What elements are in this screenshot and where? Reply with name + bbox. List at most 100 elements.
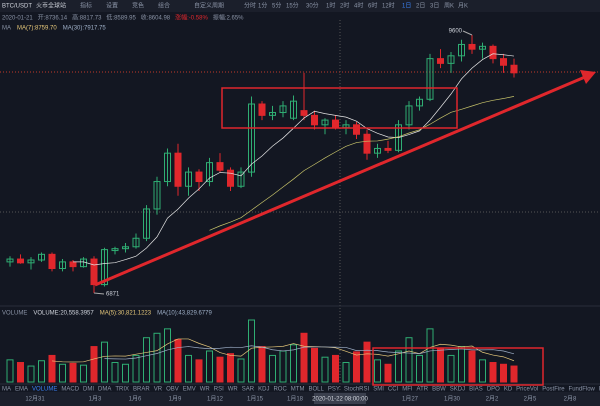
- ma-line: [209, 96, 515, 231]
- volume-bar: [500, 363, 507, 383]
- period[interactable]: 12时: [382, 2, 395, 10]
- indicator[interactable]: OBV: [166, 387, 179, 393]
- volume-bar: [374, 359, 381, 383]
- volume-bar: [321, 356, 329, 383]
- indicator[interactable]: DMI: [83, 387, 94, 393]
- volume-bar: [17, 362, 24, 383]
- period[interactable]: 周K: [444, 3, 454, 10]
- indicator[interactable]: TRIX: [115, 387, 129, 393]
- candle-body: [185, 171, 192, 187]
- candle-body: [468, 43, 476, 50]
- indicator[interactable]: CCI: [388, 387, 399, 393]
- indicator[interactable]: VR: [154, 387, 163, 393]
- period[interactable]: 4时: [354, 2, 363, 10]
- candle-body: [479, 45, 486, 50]
- candle-body: [48, 253, 56, 270]
- volume-bar: [384, 363, 392, 383]
- period[interactable]: 分时: [244, 2, 256, 10]
- period[interactable]: 1日: [402, 3, 411, 10]
- info-low: 低:8589.95: [106, 14, 136, 22]
- indicator[interactable]: BIAS: [469, 387, 483, 393]
- period[interactable]: 30分: [306, 2, 319, 10]
- indicator[interactable]: MTM: [291, 387, 305, 393]
- indicator[interactable]: PSY: [328, 387, 340, 393]
- indicator[interactable]: DPO: [487, 387, 500, 393]
- indicator[interactable]: MFI: [402, 387, 413, 393]
- period[interactable]: 1分: [258, 2, 267, 10]
- indicator[interactable]: KDJ: [258, 387, 269, 393]
- volume-bar: [80, 364, 87, 383]
- volume-bar: [479, 359, 486, 383]
- candle-body: [17, 258, 24, 264]
- candle-body: [311, 114, 318, 126]
- indicator[interactable]: BOLL: [308, 387, 324, 393]
- info-open: 开:8736.14: [38, 15, 68, 22]
- candle-body: [426, 58, 434, 100]
- indicator[interactable]: FundFlow: [569, 387, 596, 393]
- volume-bar: [227, 353, 234, 383]
- indicator[interactable]: EMA: [15, 387, 28, 393]
- indicator[interactable]: PriceVol: [516, 387, 538, 393]
- indicator[interactable]: SMI: [373, 387, 384, 393]
- period[interactable]: 5分: [272, 2, 281, 10]
- period[interactable]: 月K: [458, 3, 468, 10]
- tool[interactable]: 指标: [80, 2, 92, 10]
- cursor-date-bg: [314, 393, 366, 404]
- period[interactable]: 2日: [416, 3, 425, 10]
- candle-body: [6, 258, 14, 263]
- date-label: 2月2: [486, 396, 499, 403]
- indicator[interactable]: ROC: [273, 387, 287, 393]
- volume-bar: [468, 350, 476, 383]
- tool[interactable]: 竞色: [132, 2, 144, 10]
- legend: MA(5):30,821.1223: [100, 311, 152, 317]
- indicator[interactable]: ATR: [417, 387, 429, 393]
- period[interactable]: 1时: [326, 2, 335, 10]
- indicator[interactable]: BBW: [432, 387, 446, 393]
- volume-bar: [300, 332, 308, 383]
- candle-body: [111, 248, 119, 252]
- indicator[interactable]: KD: [504, 387, 513, 393]
- candle-body: [59, 261, 66, 270]
- volume-bar: [395, 350, 402, 383]
- indicator[interactable]: MA: [2, 387, 11, 393]
- volume-bar: [363, 341, 371, 383]
- symbol[interactable]: BTC/USDT: [2, 4, 32, 10]
- candle-body: [384, 147, 392, 151]
- indicator[interactable]: MACD: [61, 387, 79, 393]
- indicator[interactable]: WR: [228, 387, 239, 393]
- candle-body: [405, 105, 413, 126]
- indicator[interactable]: PostFire: [542, 387, 565, 393]
- candle-body: [300, 110, 308, 116]
- tool[interactable]: 设置: [106, 2, 118, 10]
- indicator[interactable]: StochRSI: [344, 387, 370, 393]
- indicator[interactable]: RC: [599, 387, 600, 393]
- candle-body: [416, 98, 423, 107]
- indicator[interactable]: RSI: [214, 387, 224, 393]
- indicator[interactable]: SAR: [242, 387, 255, 393]
- candle-body: [290, 100, 297, 119]
- volume-bar: [111, 362, 119, 383]
- indicator[interactable]: DMA: [98, 387, 111, 393]
- candle-body: [321, 119, 329, 126]
- candle-body: [227, 169, 234, 187]
- indicator[interactable]: VOLUME: [32, 387, 57, 393]
- indicator[interactable]: BRAR: [133, 387, 150, 393]
- ma-line: [104, 345, 515, 360]
- volume-bar: [27, 365, 35, 383]
- period[interactable]: 2时: [340, 2, 349, 10]
- high-label: 9600: [449, 29, 463, 35]
- indicator[interactable]: WR: [200, 387, 211, 393]
- legend: MA(10):43,829.6779: [157, 311, 212, 317]
- candle-body: [332, 119, 339, 129]
- indicator[interactable]: EMV: [183, 387, 196, 393]
- tool[interactable]: 组合: [158, 2, 170, 10]
- indicator[interactable]: SKDJ: [450, 387, 465, 393]
- period-select[interactable]: 自定义周期: [194, 2, 224, 10]
- period[interactable]: 3日: [430, 3, 439, 10]
- volume-bar: [342, 362, 350, 383]
- volume-bar: [332, 354, 339, 383]
- period[interactable]: 6时: [368, 2, 377, 10]
- volume-bar: [48, 354, 56, 383]
- volume-bar: [185, 354, 192, 383]
- period[interactable]: 15分: [286, 2, 299, 10]
